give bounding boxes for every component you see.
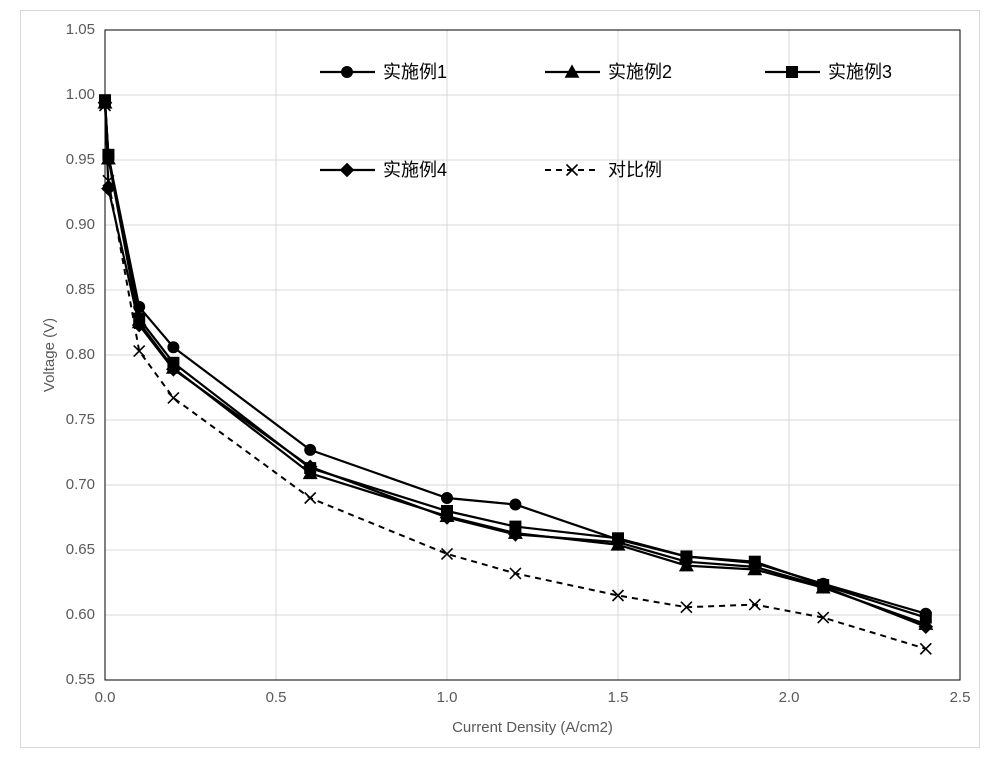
legend-label-s2: 实施例2 <box>608 62 672 82</box>
svg-text:0.0: 0.0 <box>95 689 116 706</box>
y-axis-label: Voltage (V) <box>41 318 58 392</box>
chart-container: 0.0 0.5 1.0 1.5 2.0 2.5 0.55 0.60 0.65 0.70 0.75 0.… <box>20 10 980 748</box>
svg-text:0.95: 0.95 <box>66 151 95 168</box>
series-s5 <box>100 100 932 654</box>
legend-label-s4: 实施例4 <box>383 160 447 180</box>
legend-label-s1: 实施例1 <box>383 62 447 82</box>
svg-text:1.00: 1.00 <box>66 86 95 103</box>
svg-text:0.55: 0.55 <box>66 671 95 688</box>
svg-text:1.0: 1.0 <box>437 689 458 706</box>
svg-text:1.5: 1.5 <box>608 689 629 706</box>
series-group <box>98 95 932 655</box>
chart-outer-border <box>21 11 980 748</box>
grid <box>105 30 960 680</box>
svg-text:0.80: 0.80 <box>66 346 95 363</box>
svg-text:2.5: 2.5 <box>950 689 971 706</box>
tick-labels: 0.0 0.5 1.0 1.5 2.0 2.5 0.55 0.60 0.65 0.70 0.75 0.… <box>66 21 971 706</box>
legend-label-s5: 对比例 <box>608 160 662 180</box>
svg-text:1.05: 1.05 <box>66 21 95 38</box>
x-axis-label: Current Density (A/cm2) <box>452 719 613 736</box>
series-s3 <box>100 95 932 623</box>
legend-label-s3: 实施例3 <box>828 62 892 82</box>
svg-text:0.70: 0.70 <box>66 476 95 493</box>
legend: 实施例1 实施例2 实施例3 实施例4 对比例 <box>320 62 892 180</box>
svg-text:0.60: 0.60 <box>66 606 95 623</box>
svg-text:2.0: 2.0 <box>779 689 800 706</box>
svg-text:0.85: 0.85 <box>66 281 95 298</box>
svg-text:0.75: 0.75 <box>66 411 95 428</box>
svg-text:0.90: 0.90 <box>66 216 95 233</box>
series-s2 <box>98 96 932 629</box>
svg-text:0.5: 0.5 <box>266 689 287 706</box>
polarization-chart: 0.0 0.5 1.0 1.5 2.0 2.5 0.55 0.60 0.65 0.70 0.75 0.… <box>20 10 980 748</box>
series-s4 <box>98 96 932 633</box>
svg-text:0.65: 0.65 <box>66 541 95 558</box>
